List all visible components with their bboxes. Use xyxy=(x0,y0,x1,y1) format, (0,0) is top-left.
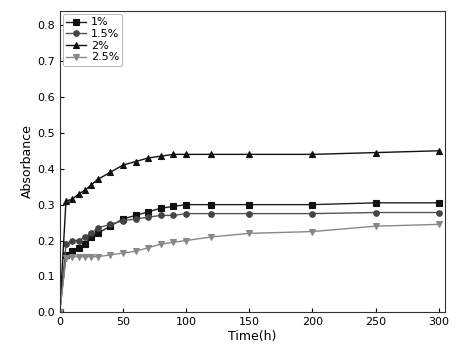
1% xyxy=(133,213,138,218)
1% xyxy=(82,242,88,246)
1% xyxy=(436,201,442,205)
1% xyxy=(57,310,62,314)
2% xyxy=(436,149,442,153)
2.5% xyxy=(310,229,315,234)
2% xyxy=(310,152,315,157)
2.5% xyxy=(82,255,88,259)
2% xyxy=(146,156,151,160)
2% xyxy=(183,152,189,157)
2.5% xyxy=(70,255,75,259)
2.5% xyxy=(436,222,442,227)
1.5% xyxy=(208,211,214,216)
2.5% xyxy=(158,242,163,246)
2% xyxy=(76,192,81,196)
2.5% xyxy=(146,246,151,250)
1% xyxy=(107,224,113,228)
1.5% xyxy=(436,210,442,215)
2.5% xyxy=(373,224,379,228)
1% xyxy=(158,206,163,210)
2% xyxy=(133,159,138,164)
1% xyxy=(89,235,94,239)
1.5% xyxy=(133,217,138,221)
2% xyxy=(171,152,176,157)
2% xyxy=(158,154,163,158)
2% xyxy=(373,150,379,155)
1.5% xyxy=(373,210,379,215)
1% xyxy=(63,253,69,257)
2.5% xyxy=(76,255,81,259)
1.5% xyxy=(63,242,69,246)
2% xyxy=(246,152,252,157)
2% xyxy=(107,170,113,174)
2.5% xyxy=(120,251,126,255)
2% xyxy=(120,163,126,167)
Y-axis label: Absorbance: Absorbance xyxy=(21,125,34,199)
2.5% xyxy=(63,256,69,261)
X-axis label: Time(h): Time(h) xyxy=(228,330,277,343)
Line: 1.5%: 1.5% xyxy=(57,210,442,315)
Line: 2.5%: 2.5% xyxy=(57,222,442,315)
2% xyxy=(89,183,94,187)
1% xyxy=(183,202,189,207)
1% xyxy=(146,210,151,214)
1.5% xyxy=(89,231,94,236)
1% xyxy=(171,204,176,209)
2% xyxy=(70,197,75,201)
Line: 1%: 1% xyxy=(57,200,442,315)
1% xyxy=(70,249,75,253)
1% xyxy=(208,202,214,207)
1.5% xyxy=(70,238,75,243)
1.5% xyxy=(158,213,163,218)
2% xyxy=(57,310,62,314)
1% xyxy=(373,201,379,205)
2% xyxy=(208,152,214,157)
1% xyxy=(76,246,81,250)
1.5% xyxy=(183,211,189,216)
1.5% xyxy=(76,238,81,243)
2.5% xyxy=(95,255,101,259)
2.5% xyxy=(246,231,252,236)
1.5% xyxy=(95,226,101,230)
2% xyxy=(82,188,88,192)
2.5% xyxy=(107,253,113,257)
1% xyxy=(120,217,126,221)
Legend: 1%, 1.5%, 2%, 2.5%: 1%, 1.5%, 2%, 2.5% xyxy=(63,14,123,66)
2.5% xyxy=(133,249,138,253)
1.5% xyxy=(107,222,113,227)
2.5% xyxy=(89,255,94,259)
Line: 2%: 2% xyxy=(57,148,442,315)
2% xyxy=(95,177,101,182)
1.5% xyxy=(246,211,252,216)
2.5% xyxy=(57,310,62,314)
2% xyxy=(63,199,69,203)
2.5% xyxy=(183,238,189,243)
2.5% xyxy=(171,240,176,244)
1.5% xyxy=(82,235,88,239)
1% xyxy=(310,202,315,207)
1% xyxy=(246,202,252,207)
1.5% xyxy=(146,215,151,219)
1.5% xyxy=(171,213,176,218)
2.5% xyxy=(208,235,214,239)
1.5% xyxy=(120,219,126,223)
1.5% xyxy=(310,211,315,216)
1.5% xyxy=(57,310,62,314)
1% xyxy=(95,231,101,236)
